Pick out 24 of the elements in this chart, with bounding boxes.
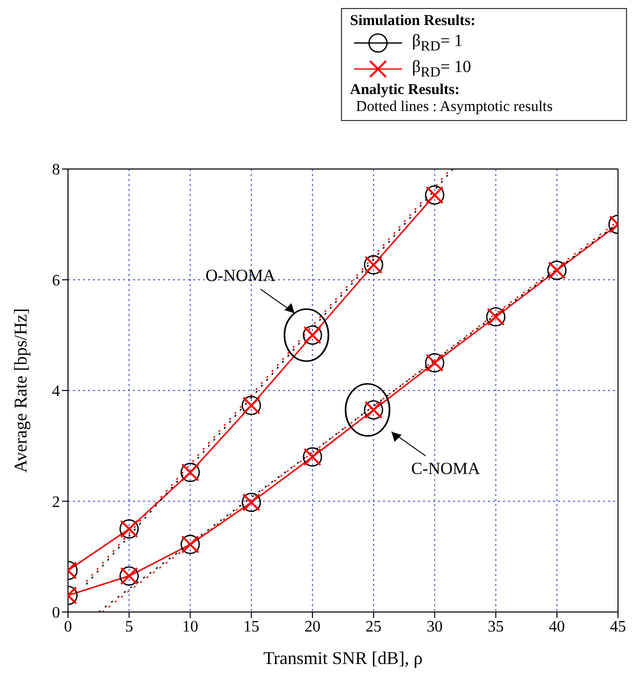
legend-label: β$_{RD}$= 1 <box>412 30 463 56</box>
annotation: O-NOMA <box>206 266 276 286</box>
y-tick-label: 4 <box>52 383 60 400</box>
y-tick-label: 6 <box>52 272 60 290</box>
x-tick-label: 35 <box>488 618 504 636</box>
x-axis-title: Transmit SNR [dB], ρ <box>263 648 423 668</box>
x-tick-label: 0 <box>64 618 72 636</box>
text: Analytic Results: <box>350 82 461 99</box>
x-tick-label: 15 <box>243 618 260 636</box>
legend-title: Simulation Results: <box>350 13 476 30</box>
x-tick-label: 25 <box>366 618 382 636</box>
y-axis-title: Average Rate [bps/Hz] <box>10 308 30 473</box>
legend-label: β$_{RD}$= 10 <box>412 56 472 82</box>
x-tick-label: 45 <box>610 618 626 636</box>
x-tick-label: 5 <box>125 618 134 636</box>
x-tick-label: 40 <box>548 618 565 636</box>
x-tick-label: 30 <box>426 618 443 636</box>
y-tick-label: 2 <box>52 494 60 511</box>
x-tick-label: 20 <box>304 618 320 636</box>
x-tick-label: 10 <box>182 618 198 636</box>
text: Dotted lines : Asymptotic results <box>355 99 554 116</box>
y-tick-label: 0 <box>52 604 60 622</box>
annotation: C-NOMA <box>411 458 481 478</box>
y-tick-label: 8 <box>52 162 60 179</box>
